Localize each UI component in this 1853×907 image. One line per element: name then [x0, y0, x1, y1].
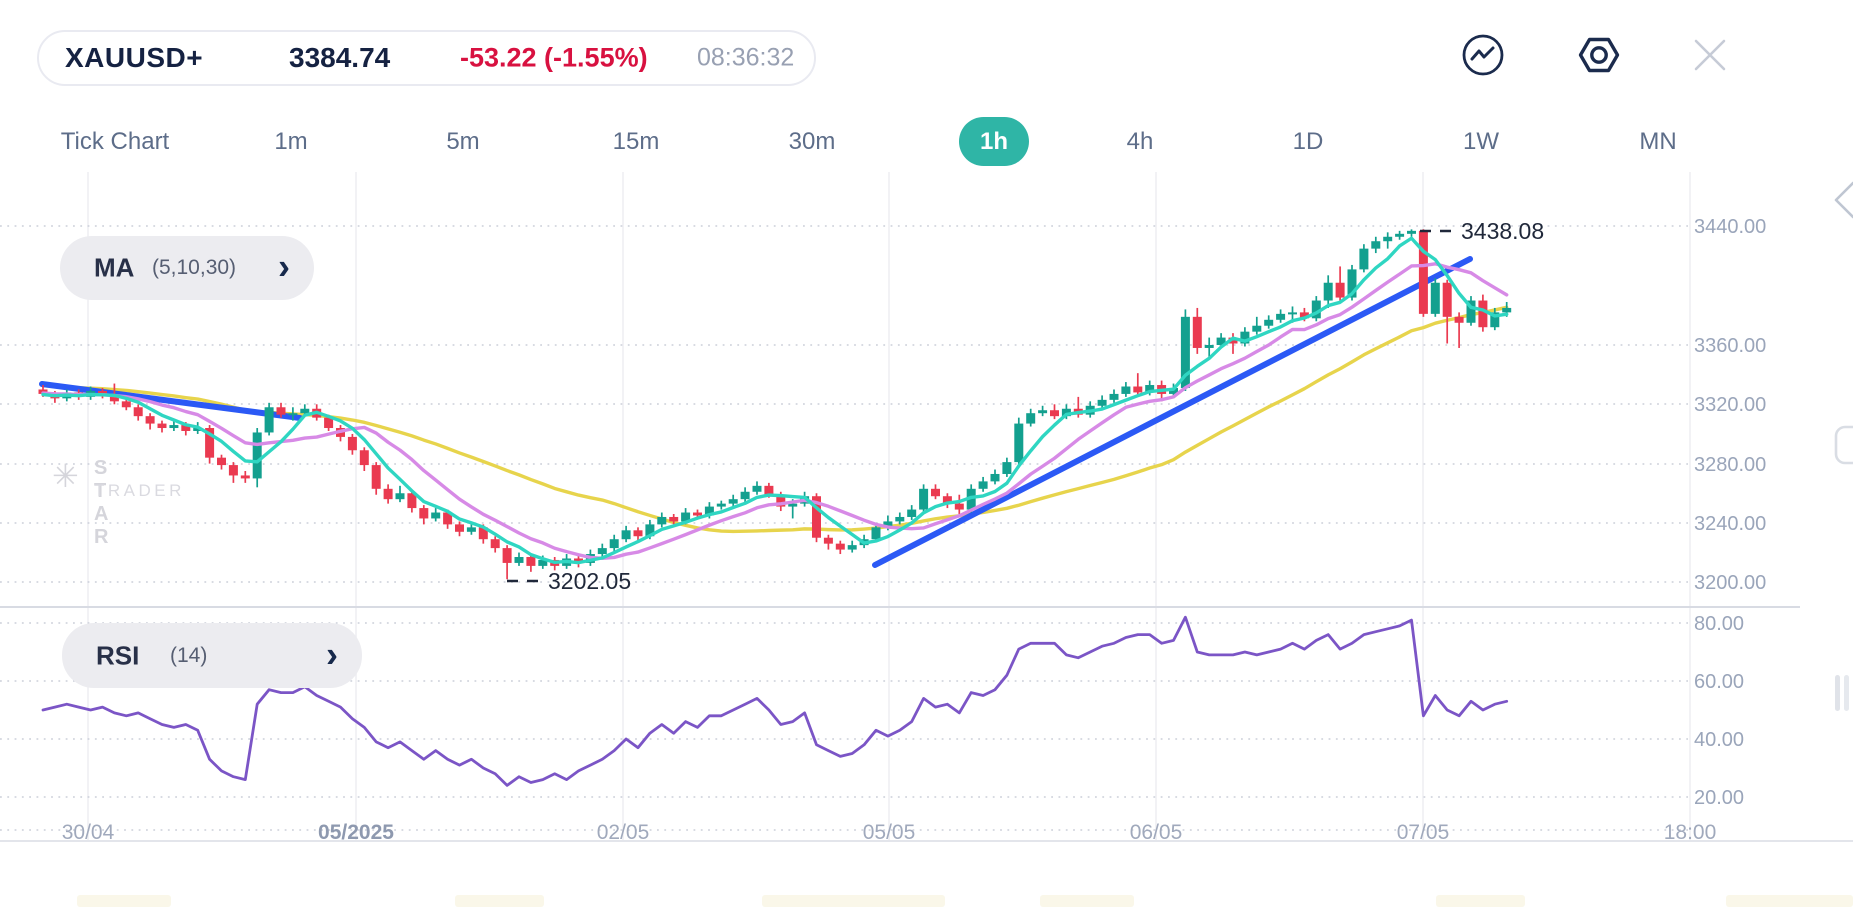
svg-text:80.00: 80.00: [1694, 613, 1744, 635]
collapse-chevron-icon: [1834, 181, 1853, 219]
ma-indicator-button[interactable]: MA (5,10,30) ›: [60, 236, 314, 300]
svg-text:07/05: 07/05: [1397, 821, 1450, 844]
hexagon-nut-icon: [1577, 37, 1621, 80]
bottom-bar-sliver: [762, 895, 945, 907]
rsi-indicator-button[interactable]: RSI (14) ›: [62, 623, 362, 688]
svg-text:20.00: 20.00: [1694, 787, 1744, 809]
svg-text:02/05: 02/05: [597, 821, 650, 844]
bottom-bar-sliver: [1040, 895, 1134, 907]
tab-4h[interactable]: 4h: [1126, 128, 1154, 155]
svg-text:3440.00: 3440.00: [1694, 216, 1766, 238]
svg-text:3240.00: 3240.00: [1694, 513, 1766, 535]
tab-30m[interactable]: 30m: [788, 128, 836, 155]
ma-indicator-label: MA: [94, 252, 135, 283]
tab-15m[interactable]: 15m: [612, 128, 660, 155]
svg-text:3280.00: 3280.00: [1694, 454, 1766, 476]
svg-text:05/05: 05/05: [863, 821, 916, 844]
bottom-bar-sliver: [77, 895, 171, 907]
quote-summary-pill: XAUUSD+ 3384.74 -53.22 (-1.55%) 08:36:32: [37, 30, 816, 86]
close-button[interactable]: [1688, 33, 1732, 77]
chevron-right-icon: ›: [326, 632, 338, 674]
bottom-bar-sliver: [455, 895, 544, 907]
tab-5m[interactable]: 5m: [446, 128, 480, 155]
ma-indicator-params: (5,10,30): [152, 256, 237, 279]
svg-text:30/04: 30/04: [62, 821, 115, 844]
tab-mn[interactable]: MN: [1639, 128, 1677, 155]
watermark-line2: TRADER: [94, 481, 185, 500]
svg-text:3360.00: 3360.00: [1694, 335, 1766, 357]
chart-settings-button[interactable]: [1577, 33, 1621, 77]
chevron-right-icon: ›: [278, 245, 290, 287]
svg-text:3438.08: 3438.08: [1461, 218, 1544, 244]
star-asterisk-icon: ✳: [52, 458, 79, 494]
edge-widgets[interactable]: [1820, 170, 1853, 730]
last-price: 3384.74: [289, 42, 391, 73]
floating-tool-icon: [1834, 425, 1853, 465]
svg-text:06/05: 06/05: [1130, 821, 1183, 844]
trend-circle-icon: [1461, 34, 1505, 80]
tab-1h[interactable]: 1h: [958, 117, 1030, 166]
symbol-name: XAUUSD+: [65, 42, 204, 73]
svg-text:60.00: 60.00: [1694, 671, 1744, 693]
scrollbar-thumb: [1835, 675, 1840, 711]
svg-text:3320.00: 3320.00: [1694, 394, 1766, 416]
tab-tick-chart[interactable]: Tick Chart: [60, 128, 170, 155]
tab-1w[interactable]: 1W: [1463, 128, 1499, 155]
price-change: -53.22 (-1.55%): [460, 42, 648, 73]
scrollbar-track: [1844, 675, 1849, 711]
svg-text:3202.05: 3202.05: [548, 568, 631, 594]
rsi-indicator-label: RSI: [96, 640, 140, 670]
close-x-icon: [1688, 39, 1732, 80]
rsi-indicator-params: (14): [170, 643, 208, 667]
trend-chart-button[interactable]: [1461, 33, 1505, 77]
bottom-bar-sliver: [1436, 895, 1525, 907]
tab-1d[interactable]: 1D: [1292, 128, 1324, 155]
watermark-line1: S T A R: [94, 457, 115, 548]
bottom-bar-sliver: [1726, 895, 1853, 907]
quote-time: 08:36:32: [697, 43, 795, 72]
tab-1m[interactable]: 1m: [274, 128, 308, 155]
svg-text:3200.00: 3200.00: [1694, 572, 1766, 594]
svg-text:18:00: 18:00: [1664, 821, 1717, 844]
svg-text:05/2025: 05/2025: [318, 821, 394, 844]
svg-text:40.00: 40.00: [1694, 729, 1744, 751]
